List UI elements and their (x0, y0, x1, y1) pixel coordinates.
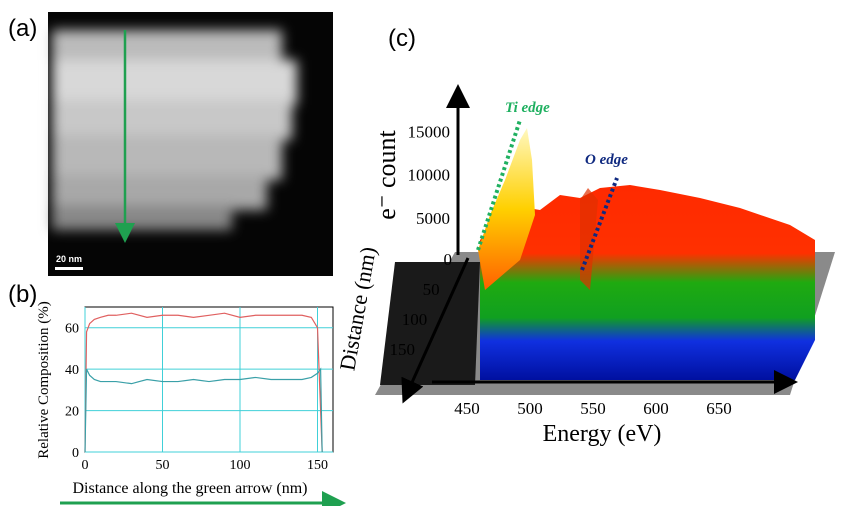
data-line (84, 367, 323, 453)
x-axis-label: Energy (eV) (543, 421, 662, 447)
y-tick-label: 20 (65, 405, 79, 420)
x-tick-label: 600 (643, 399, 669, 418)
x-tick-label: 650 (706, 399, 732, 418)
annotation: Ti edge (505, 100, 550, 116)
z-tick-label: 50 (423, 280, 440, 299)
x-tick-label: 150 (307, 458, 328, 473)
z-tick-label: 150 (389, 340, 415, 359)
x-tick-label: 500 (517, 399, 543, 418)
x-tick-label: 550 (580, 399, 606, 418)
x-tick-label: 100 (230, 458, 251, 473)
y-tick-label: 60 (65, 322, 79, 337)
x-tick-label: 0 (82, 458, 89, 473)
y-tick-label: 0 (72, 446, 79, 461)
y-axis-label: Relative Composition (%) (36, 301, 52, 458)
y-axis-label: e⁻ count (372, 129, 401, 219)
panel-label: (c) (388, 25, 416, 52)
z-axis-label: Distance (nm) (334, 245, 380, 373)
x-tick-label: 450 (454, 399, 480, 418)
tem-image: 20 nm (48, 12, 333, 276)
scale-bar: 20 nm (56, 254, 82, 264)
surface-plot (375, 128, 835, 395)
y-tick-label: 15000 (408, 123, 451, 142)
panel-label: (b) (8, 281, 37, 308)
x-axis-label: Distance along the green arrow (nm) (72, 480, 307, 497)
y-tick-label: 5000 (416, 209, 450, 228)
y-tick-label: 10000 (408, 166, 451, 185)
z-tick-label: 0 (444, 250, 453, 269)
y-tick-label: 40 (65, 363, 79, 378)
data-line (84, 312, 323, 453)
annotation: O edge (585, 152, 628, 168)
panel-label: (a) (8, 15, 37, 42)
z-tick-label: 100 (402, 310, 428, 329)
x-tick-label: 50 (156, 458, 170, 473)
